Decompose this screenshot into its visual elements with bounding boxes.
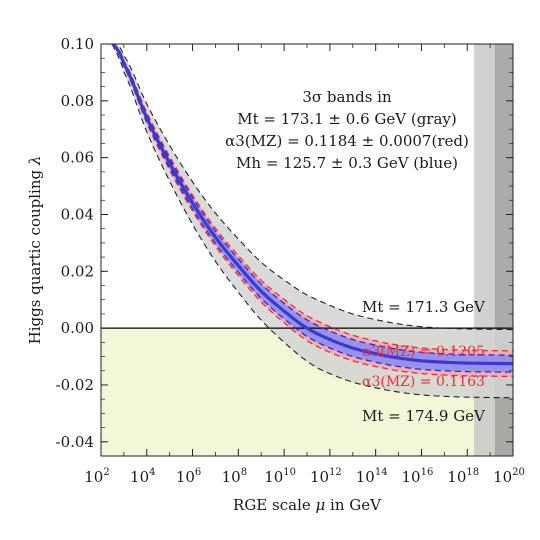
- y-tick-label: 0.04: [61, 205, 94, 223]
- mt-lower-line: [111, 44, 513, 399]
- x-tick-label: 104: [130, 467, 155, 486]
- label-alpha-lower: α3(MZ) = 0.1163: [362, 374, 485, 390]
- x-axis-label: RGE scale μ in GeV: [233, 496, 382, 514]
- mh-lower-line: [111, 44, 513, 373]
- label-mt-upper: Mt = 171.3 GeV: [362, 298, 486, 316]
- y-tick-label: 0.10: [61, 35, 94, 53]
- curve-lines: [101, 44, 513, 399]
- x-tick-label: 1020: [493, 467, 525, 486]
- alpha-upper-line: [112, 44, 513, 352]
- x-tick-label: 108: [222, 467, 247, 486]
- y-tick-label: 0.02: [61, 262, 94, 280]
- mt-upper-line: [112, 44, 513, 331]
- y-tick-label: 0.06: [61, 149, 94, 167]
- label-mt-lower: Mt = 174.9 GeV: [362, 407, 486, 425]
- y-tick-label: -0.02: [56, 376, 94, 394]
- x-tick-label: 1016: [402, 467, 434, 486]
- x-tick-label: 1014: [356, 467, 388, 486]
- y-tick-label: 0.00: [61, 319, 94, 337]
- x-tick-label: 106: [176, 467, 201, 486]
- x-tick-label: 1018: [447, 467, 479, 486]
- y-axis-label: Higgs quartic coupling λ: [26, 156, 44, 345]
- central-curve: [111, 44, 513, 366]
- annotation-mt: Mt = 173.1 ± 0.6 GeV (gray): [237, 110, 457, 128]
- label-alpha-upper: α3(MZ) = 0.1205: [362, 344, 485, 360]
- legend-annotation: 3σ bands in Mt = 173.1 ± 0.6 GeV (gray) …: [225, 88, 469, 172]
- annotation-mh: Mh = 125.7 ± 0.3 GeV (blue): [236, 154, 458, 172]
- y-tick-label: -0.04: [56, 433, 94, 451]
- axis-ticks: 102 104 106 108 1010 1012 1014 1016 1018 1020 0.10…: [56, 35, 525, 486]
- x-tick-label: 102: [84, 467, 109, 486]
- annotation-alpha: α3(MZ) = 0.1184 ± 0.0007(red): [225, 132, 469, 150]
- x-tick-label: 1010: [264, 467, 296, 486]
- x-tick-label: 1012: [310, 467, 342, 486]
- y-tick-label: 0.08: [61, 92, 94, 110]
- annotation-heading: 3σ bands in: [302, 88, 392, 106]
- alpha-lower-line: [111, 44, 513, 378]
